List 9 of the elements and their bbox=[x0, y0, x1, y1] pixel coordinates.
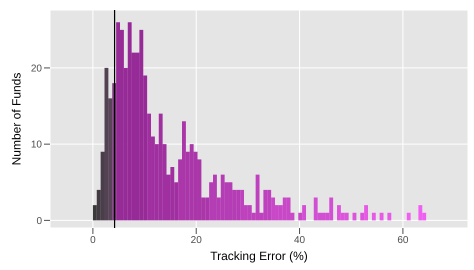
x-tick-label: 60 bbox=[397, 235, 409, 246]
y-tick-label: 10 bbox=[30, 140, 42, 151]
y-tick-label: 20 bbox=[30, 63, 42, 74]
x-tick-label: 40 bbox=[294, 235, 306, 246]
y-axis-title: Number of Funds bbox=[9, 72, 24, 166]
x-tick-label: 20 bbox=[190, 235, 202, 246]
x-axis-title: Tracking Error (%) bbox=[210, 249, 308, 263]
y-tick-label: 0 bbox=[36, 216, 42, 227]
x-tick-label: 0 bbox=[90, 235, 96, 246]
